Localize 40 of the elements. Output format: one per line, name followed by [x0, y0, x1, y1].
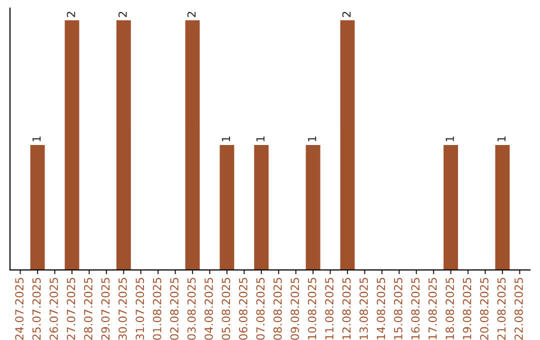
x-tick-label: 11.08.2025 — [325, 278, 334, 340]
x-tick-label: 17.08.2025 — [428, 278, 437, 340]
x-tick-label: 07.08.2025 — [256, 278, 265, 340]
x-tick-label: 20.08.2025 — [480, 278, 488, 340]
x-tick-label: 19.08.2025 — [462, 278, 472, 340]
x-tick-label: 05.08.2025 — [222, 278, 230, 340]
x-tick-label: 06.08.2025 — [238, 278, 248, 340]
data-label: 1 — [497, 136, 506, 142]
x-tick-label: 01.08.2025 — [152, 278, 162, 340]
x-tick-label: 03.08.2025 — [187, 278, 196, 340]
data-label: 2 — [66, 12, 76, 18]
data-label: 1 — [446, 136, 454, 142]
data-label: 2 — [118, 12, 127, 18]
x-tick-label: 16.08.2025 — [411, 278, 420, 340]
x-tick-label: 21.08.2025 — [497, 278, 506, 340]
x-tick-label: 09.08.2025 — [290, 278, 300, 340]
x-tick-label: 04.08.2025 — [204, 278, 213, 340]
data-label: 1 — [308, 136, 316, 142]
x-tick-label: 08.08.2025 — [273, 278, 282, 340]
x-tick-label: 14.08.2025 — [376, 278, 386, 340]
data-label: 1 — [32, 136, 41, 142]
x-tick-label: 25.07.2025 — [32, 278, 41, 340]
data-label: 1 — [222, 136, 230, 142]
x-tick-label: 28.07.2025 — [84, 278, 92, 340]
data-label: 1 — [256, 136, 264, 142]
x-tick-label: 22.08.2025 — [514, 278, 523, 340]
x-tick-label: 29.07.2025 — [101, 278, 110, 340]
x-tick-label: 26.07.2025 — [50, 278, 58, 340]
x-tick-label: 15.08.2025 — [394, 278, 402, 340]
x-tick-label: 24.07.2025 — [15, 278, 24, 340]
x-tick-label: 31.07.2025 — [136, 278, 144, 340]
x-tick-label: 13.08.2025 — [360, 278, 368, 340]
x-tick-label: 27.07.2025 — [66, 278, 76, 340]
data-label: 2 — [342, 12, 351, 18]
data-label: 2 — [187, 12, 196, 18]
x-tick-label: 18.08.2025 — [446, 278, 454, 340]
x-tick-label: 12.08.2025 — [342, 278, 351, 340]
x-tick-label: 02.08.2025 — [170, 278, 179, 340]
x-tick-label: 10.08.2025 — [308, 278, 316, 340]
x-tick-label: 30.07.2025 — [118, 278, 127, 340]
